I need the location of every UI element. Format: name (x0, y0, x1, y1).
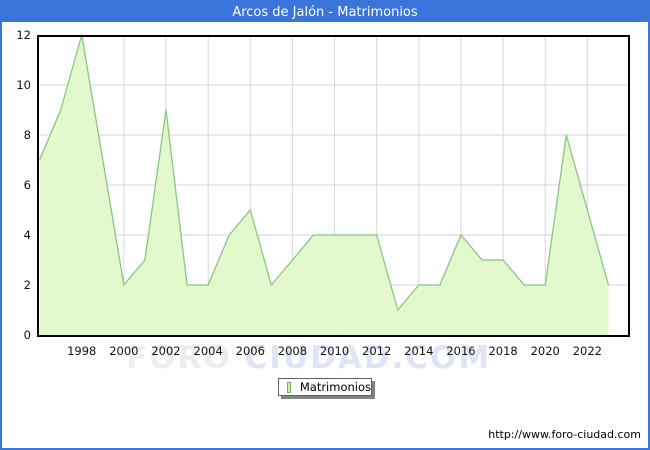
y-tick-label: 4 (23, 228, 31, 242)
footer-url: http://www.foro-ciudad.com (488, 428, 641, 441)
legend-label: Matrimonios (299, 380, 371, 394)
x-tick-label: 2002 (151, 344, 181, 358)
x-tick-label: 2018 (488, 344, 518, 358)
y-tick-label: 6 (23, 178, 31, 192)
x-tick-label: 2006 (235, 344, 265, 358)
x-tick-label: 2020 (530, 344, 560, 358)
chart-title: Arcos de Jalón - Matrimonios (232, 4, 418, 20)
matrimonios-area-fill (39, 35, 609, 335)
x-tick-label: 2008 (277, 344, 308, 358)
y-tick-label: 12 (16, 28, 31, 42)
y-tick-label: 2 (23, 278, 31, 292)
x-tick-label: 2000 (109, 344, 139, 358)
x-tick-label: 2012 (362, 344, 392, 358)
x-tick-label: 1998 (67, 344, 97, 358)
x-tick-label: 2010 (319, 344, 350, 358)
matrimonios-data-line (39, 34, 610, 311)
matrimonios-swatch-icon (287, 381, 291, 393)
x-tick-label: 2014 (404, 344, 434, 358)
y-tick-label: 8 (23, 128, 31, 142)
x-tick-label: 2004 (193, 344, 223, 358)
legend: Matrimonios (278, 378, 372, 396)
x-tick-label: 2022 (572, 344, 602, 358)
y-tick-label: 0 (23, 328, 31, 342)
watermark-foro: FORO (126, 340, 245, 376)
watermark: FORO CIUDAD.COM (126, 340, 491, 376)
title-bar: Arcos de Jalón - Matrimonios (2, 2, 648, 22)
x-tick-label: 2016 (446, 344, 476, 358)
y-tick-label: 10 (16, 78, 31, 92)
plot-border (37, 35, 630, 337)
watermark-ciudad: CIUDAD.COM (244, 340, 492, 376)
